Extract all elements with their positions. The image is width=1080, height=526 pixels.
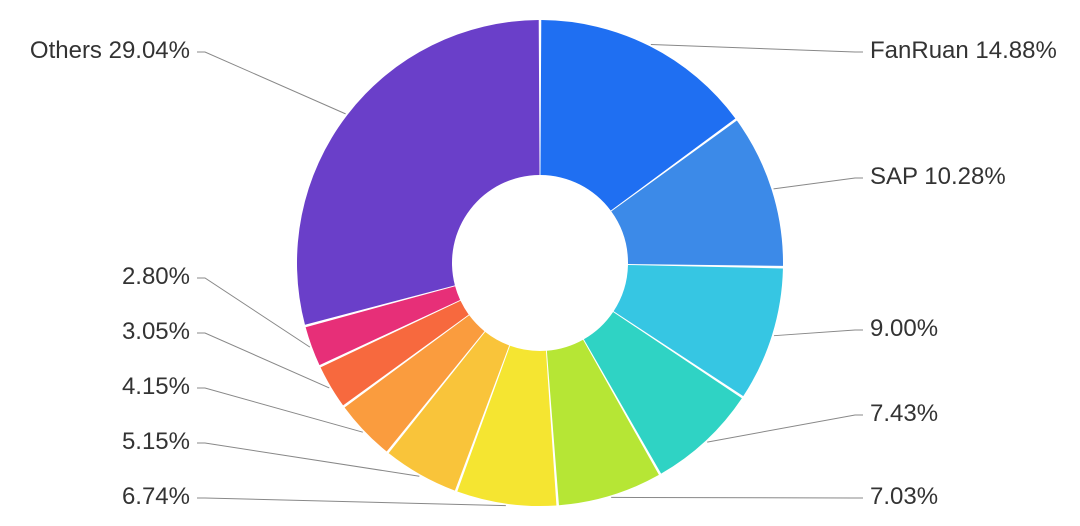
slice-label: 3.05% [122,319,190,345]
donut-hole [453,176,628,351]
slice-label: 5.15% [122,429,190,455]
slice-label: 7.03% [870,484,938,510]
slice-label: 2.80% [122,264,190,290]
slice-label: 4.15% [122,374,190,400]
slice-label: SAP 10.28% [870,164,1006,190]
slice-label: 6.74% [122,484,190,510]
slice-label: 7.43% [870,401,938,427]
slice-label: Others 29.04% [30,38,190,64]
slice-label: FanRuan 14.88% [870,38,1057,64]
slice-label: 9.00% [870,316,938,342]
leader-line [611,497,863,498]
donut-chart: FanRuan 14.88% SAP 10.28% 9.00% 7.43% 7.03% 6… [0,0,1080,526]
